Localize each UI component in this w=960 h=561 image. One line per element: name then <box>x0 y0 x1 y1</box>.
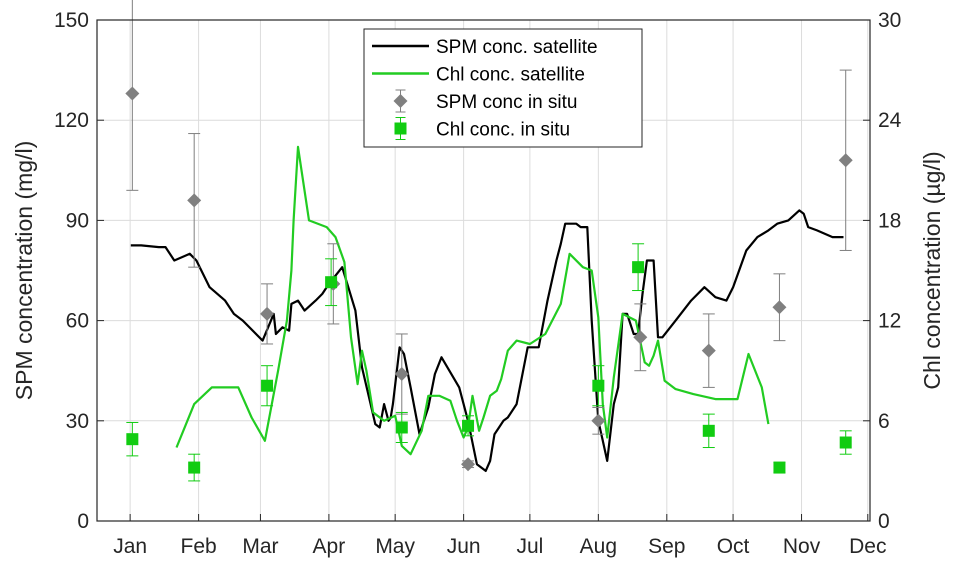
y-left-tick-label: 150 <box>54 9 89 32</box>
x-tick-label: Jun <box>447 535 481 558</box>
x-tick-label: Mar <box>242 535 278 558</box>
data-point-chl-in-situ <box>702 424 715 437</box>
legend-swatch-4 <box>394 122 407 135</box>
series-line-1 <box>130 209 844 472</box>
data-point-chl-in-situ <box>188 461 201 474</box>
x-tick-label: Nov <box>783 535 821 558</box>
x-tick-label: Sep <box>648 535 685 558</box>
data-point-chl-in-situ <box>261 379 274 392</box>
legend: SPM conc. satellite Chl conc. satellite SP… <box>363 28 643 148</box>
data-point-chl-in-situ <box>462 419 475 432</box>
y-left-tick-label: 30 <box>66 410 89 433</box>
data-point-spm-in-situ <box>187 193 202 208</box>
axes-box <box>96 19 871 522</box>
y-right-tick-label: 18 <box>878 209 901 232</box>
data-point-chl-in-situ <box>632 261 645 274</box>
y-right-tick-label: 0 <box>878 510 890 533</box>
data-point-chl-in-situ <box>325 276 338 289</box>
legend-swatch-3 <box>393 94 408 108</box>
y-left-tick-label: 0 <box>77 510 89 533</box>
data-point-spm-in-situ <box>260 306 275 321</box>
data-point-chl-in-situ <box>126 433 139 446</box>
x-tick-label: May <box>375 535 415 558</box>
data-point-chl-in-situ <box>839 436 852 449</box>
y-axis-right-title: Chl concentration (µg/l) <box>919 151 945 389</box>
x-tick-label: Dec <box>849 535 886 558</box>
x-tick-label: Aug <box>580 535 617 558</box>
x-tick-label: Oct <box>717 535 750 558</box>
data-point-spm-in-situ <box>461 457 476 472</box>
x-tick-label: Apr <box>313 535 346 558</box>
y-left-tick-label: 120 <box>54 109 89 132</box>
y-right-tick-label: 30 <box>878 9 901 32</box>
data-point-spm-in-situ <box>125 86 140 101</box>
y-right-tick-label: 6 <box>878 410 890 433</box>
data-point-spm-in-situ <box>701 343 716 358</box>
x-tick-label: Jan <box>113 535 147 558</box>
data-point-chl-in-situ <box>592 379 605 392</box>
y-left-tick-label: 60 <box>66 310 89 333</box>
y-right-tick-label: 24 <box>878 109 902 132</box>
y-left-tick-label: 90 <box>66 209 89 232</box>
plot-area <box>125 0 853 482</box>
series-line-2 <box>175 145 770 456</box>
data-point-spm-in-situ <box>633 330 648 345</box>
data-point-spm-in-situ <box>838 153 853 168</box>
x-tick-label: Jul <box>516 535 543 558</box>
data-point-spm-in-situ <box>591 413 606 428</box>
axis-ticks: 0 0 30 6 60 12 90 18 120 24 150 30 Jan Feb Mar Apr May Ju… <box>54 9 902 558</box>
x-tick-label: Feb <box>181 535 217 558</box>
data-point-spm-in-situ <box>772 300 787 315</box>
data-point-chl-in-situ <box>395 421 408 434</box>
y-axis-left-title: SPM concentration (mg/l) <box>11 141 37 400</box>
legend-label-4: Chl conc. in situ <box>436 120 570 141</box>
data-point-spm-in-situ <box>394 367 409 382</box>
legend-label-1: SPM conc. satellite <box>436 37 598 58</box>
legend-label-3: SPM conc in situ <box>436 92 578 113</box>
data-point-chl-in-situ <box>773 461 786 474</box>
legend-label-2: Chl conc. satellite <box>436 65 585 86</box>
y-right-tick-label: 12 <box>878 310 901 333</box>
legend-box <box>363 28 643 148</box>
